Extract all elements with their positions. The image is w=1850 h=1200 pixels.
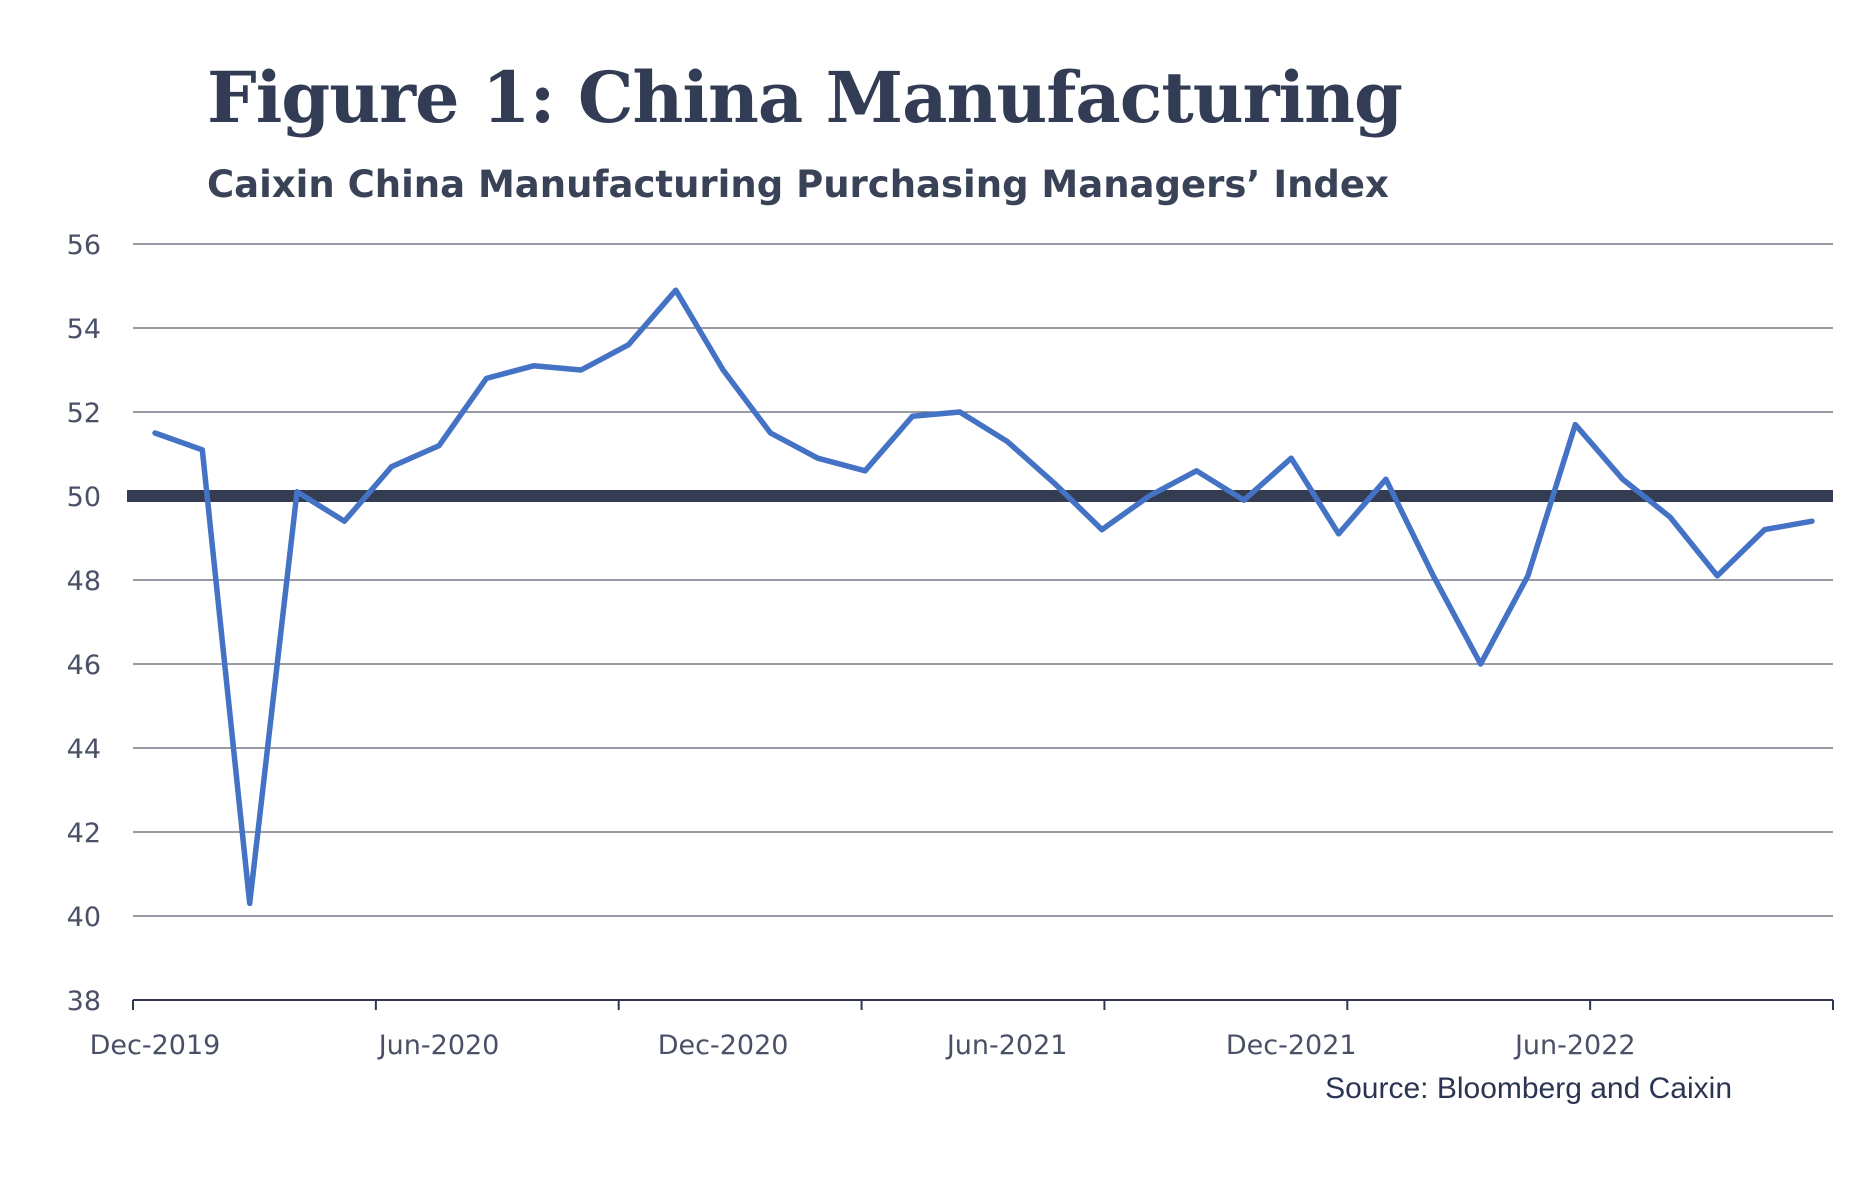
x-tick-label: Dec-2020 xyxy=(658,1030,789,1061)
y-tick-label: 50 xyxy=(67,482,101,513)
series-group xyxy=(152,287,1815,907)
series-line xyxy=(152,287,1815,907)
y-tick-label: 54 xyxy=(67,314,101,345)
chart-title: Figure 1: China Manufacturing xyxy=(207,56,1403,139)
y-tick-label: 46 xyxy=(67,650,101,681)
y-axis: 56 54 52 50 48 46 44 42 40 38 xyxy=(67,230,101,1017)
y-tick-label: 44 xyxy=(67,734,101,765)
y-tick-label: 42 xyxy=(67,818,101,849)
x-tick-label: Jun-2020 xyxy=(377,1030,500,1061)
x-tick-label: Jun-2022 xyxy=(1513,1030,1636,1061)
gridlines xyxy=(133,243,1833,917)
x-axis: Dec-2019 Jun-2020 Dec-2020 Jun-2021 Dec-2021… xyxy=(90,999,1834,1061)
y-tick-label: 48 xyxy=(67,566,101,597)
y-tick-label: 40 xyxy=(67,902,101,933)
y-tick-label: 38 xyxy=(67,986,101,1017)
source-note: Source: Bloomberg and Caixin xyxy=(1325,1072,1732,1105)
x-tick-label: Dec-2019 xyxy=(90,1030,221,1061)
x-tick-label: Dec-2021 xyxy=(1226,1030,1357,1061)
y-tick-label: 56 xyxy=(67,230,101,261)
y-tick-label: 52 xyxy=(67,398,101,429)
x-tick-label: Jun-2021 xyxy=(945,1030,1068,1061)
chart-subtitle: Caixin China Manufacturing Purchasing Ma… xyxy=(207,163,1389,206)
